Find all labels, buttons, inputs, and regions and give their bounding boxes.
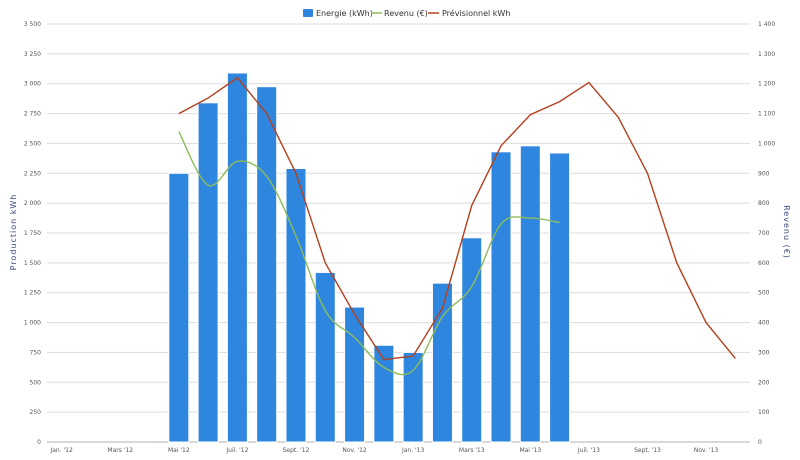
legend-label-previsionnel: Prévisionnel kWh <box>442 8 510 18</box>
y-left-tick-label: 2 500 <box>24 140 41 147</box>
lines <box>178 76 736 376</box>
y-right-tick-label: 1 300 <box>758 51 775 58</box>
legend-label-revenu: Revenu (€) <box>384 9 428 18</box>
bar[interactable] <box>197 102 219 443</box>
y-right-tick-label: 800 <box>758 200 770 207</box>
bar[interactable] <box>461 237 483 443</box>
y-left-tick-label: 3 500 <box>24 21 41 28</box>
bar[interactable] <box>519 145 541 443</box>
bar[interactable] <box>314 271 336 443</box>
bar[interactable] <box>226 72 248 443</box>
line-previsionnel[interactable] <box>178 76 736 361</box>
legend-swatch-energie <box>303 9 313 17</box>
y-right-tick-label: 100 <box>758 409 770 416</box>
x-tick-label: Sept. '13 <box>634 447 661 454</box>
legend-label-energie: Energie (kWh) <box>316 9 373 18</box>
y-left-tick-label: 3 000 <box>24 81 41 88</box>
line-revenu[interactable] <box>178 131 560 376</box>
bar[interactable] <box>402 351 424 443</box>
x-tick-label: Nov. '13 <box>694 447 719 454</box>
y-right-tick-label: 700 <box>758 230 770 237</box>
bar[interactable] <box>431 282 453 443</box>
y-left-tick-label: 1 500 <box>24 260 41 267</box>
bar[interactable] <box>490 151 512 443</box>
y-left-tick-label: 1 750 <box>24 230 41 237</box>
y-axis-left-title: Production kWh <box>9 194 18 271</box>
x-tick-label: Mars '13 <box>459 447 485 454</box>
y-left-tick-label: 3 250 <box>24 51 41 58</box>
y-right-tick-label: 200 <box>758 379 770 386</box>
y-right-tick-label: 1 200 <box>758 81 775 88</box>
bar[interactable] <box>285 168 307 443</box>
y-axis-right: 0 100 200 300 400 500 600 700 800 900 1 000 1 100 1 … <box>758 21 775 446</box>
bar[interactable] <box>256 86 278 443</box>
y-left-tick-label: 2 250 <box>24 170 41 177</box>
legend-item-previsionnel[interactable]: Prévisionnel kWh <box>428 8 510 18</box>
y-left-tick-label: 0 <box>37 439 41 446</box>
x-tick-label: Jan. '12 <box>49 447 73 454</box>
x-axis: Jan. '12 Mars '12 Mai '12 Juil. '12 Sept. '1… <box>49 447 718 454</box>
x-tick-label: Jan. '13 <box>401 447 425 454</box>
bars <box>168 72 571 443</box>
x-tick-label: Sept. '12 <box>283 447 310 454</box>
legend-item-revenu[interactable]: Revenu (€) <box>371 9 428 18</box>
y-left-tick-label: 2 750 <box>24 111 41 118</box>
x-tick-label: Mars '12 <box>107 447 133 454</box>
y-right-tick-label: 300 <box>758 349 770 356</box>
gridlines <box>47 23 750 443</box>
y-right-tick-label: 900 <box>758 170 770 177</box>
y-left-tick-label: 500 <box>30 379 42 386</box>
y-left-tick-label: 2 000 <box>24 200 41 207</box>
y-right-tick-label: 1 000 <box>758 140 775 147</box>
bar[interactable] <box>168 172 190 443</box>
y-right-tick-label: 0 <box>758 439 762 446</box>
bar[interactable] <box>549 152 571 443</box>
y-right-tick-label: 1 400 <box>758 21 775 28</box>
y-right-tick-label: 600 <box>758 260 770 267</box>
x-tick-label: Juil. '13 <box>577 447 600 454</box>
y-right-tick-label: 1 100 <box>758 111 775 118</box>
y-axis-right-title: Revenu (€) <box>782 205 791 259</box>
y-right-tick-label: 400 <box>758 320 770 327</box>
x-tick-label: Nov. '12 <box>342 447 367 454</box>
x-tick-label: Mai '12 <box>168 447 190 454</box>
legend: Energie (kWh) Revenu (€) Prévisionnel kW… <box>303 8 510 18</box>
x-tick-label: Mai '13 <box>519 447 541 454</box>
x-tick-label: Juil. '12 <box>225 447 248 454</box>
y-axis-left: 0 250 500 750 1 000 1 250 1 500 1 750 2 000 2 250… <box>24 21 41 446</box>
bar[interactable] <box>344 306 366 443</box>
y-left-tick-label: 250 <box>30 409 42 416</box>
y-left-tick-label: 1 000 <box>24 320 41 327</box>
y-left-tick-label: 750 <box>30 349 42 356</box>
y-right-tick-label: 500 <box>758 290 770 297</box>
legend-item-energie[interactable]: Energie (kWh) <box>303 9 373 18</box>
y-left-tick-label: 1 250 <box>24 290 41 297</box>
